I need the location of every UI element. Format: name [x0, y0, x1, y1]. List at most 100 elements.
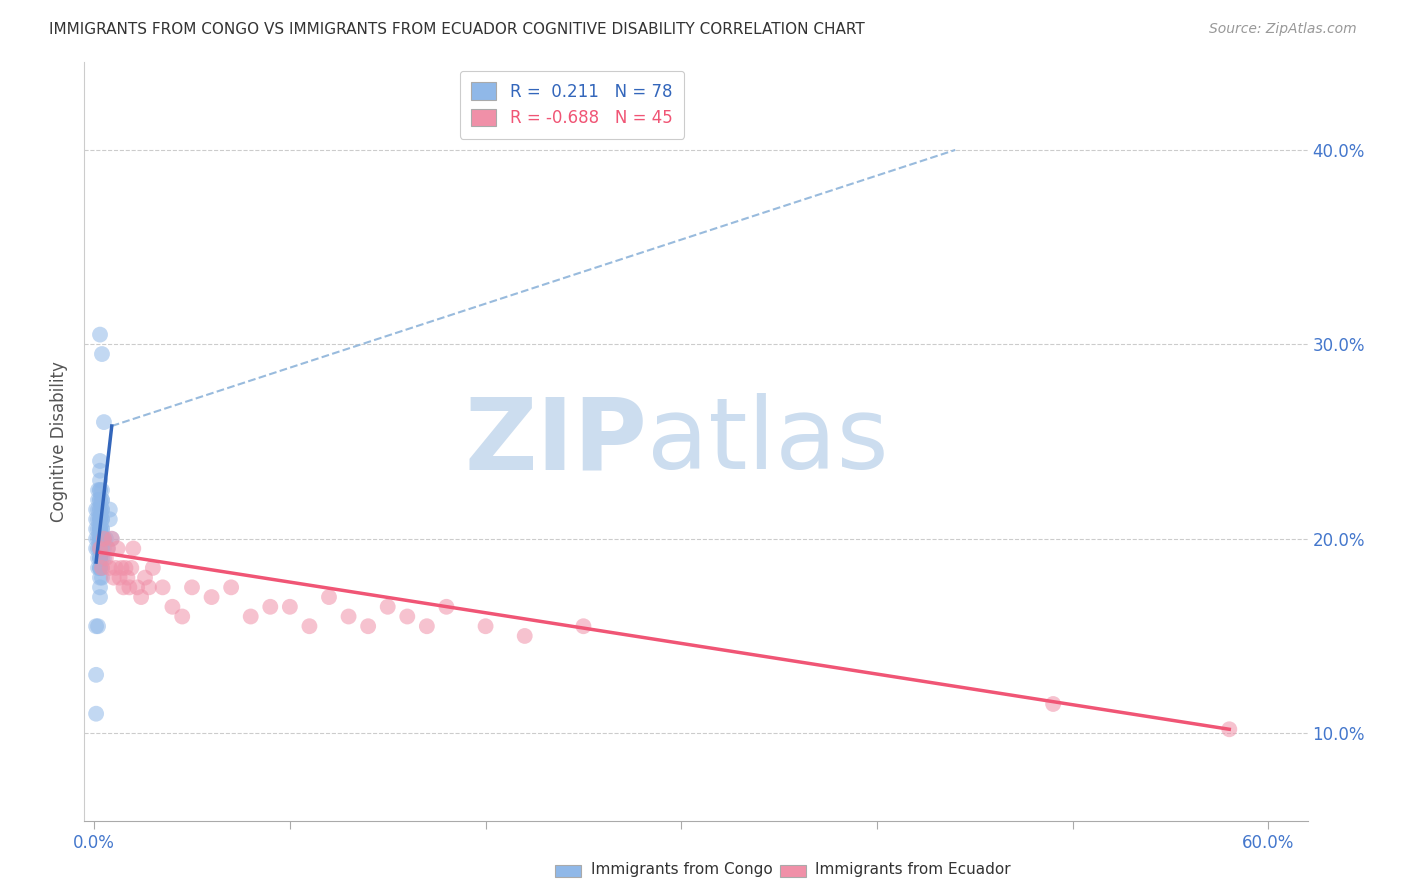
- Point: [87, 619, 110, 633]
- Point: [84, 706, 107, 721]
- Point: [84, 541, 107, 556]
- Point: [134, 571, 156, 585]
- Point: [89, 454, 111, 468]
- Point: [120, 561, 142, 575]
- Point: [89, 464, 111, 478]
- Point: [104, 561, 127, 575]
- Point: [117, 571, 139, 585]
- FancyBboxPatch shape: [780, 865, 806, 877]
- Point: [91, 483, 114, 497]
- Point: [219, 580, 242, 594]
- Point: [91, 502, 114, 516]
- Point: [87, 522, 110, 536]
- Text: IMMIGRANTS FROM CONGO VS IMMIGRANTS FROM ECUADOR COGNITIVE DISABILITY CORRELATIO: IMMIGRANTS FROM CONGO VS IMMIGRANTS FROM…: [49, 22, 865, 37]
- Point: [162, 599, 184, 614]
- Point: [114, 561, 136, 575]
- Point: [278, 599, 301, 614]
- Text: Source: ZipAtlas.com: Source: ZipAtlas.com: [1209, 22, 1357, 37]
- Point: [89, 502, 111, 516]
- Point: [259, 599, 281, 614]
- Point: [127, 580, 149, 594]
- Point: [91, 532, 114, 546]
- Point: [89, 561, 111, 575]
- Point: [97, 541, 120, 556]
- Point: [572, 619, 595, 633]
- Point: [89, 532, 111, 546]
- Point: [138, 580, 160, 594]
- Point: [513, 629, 536, 643]
- Point: [108, 571, 131, 585]
- Point: [89, 532, 111, 546]
- Point: [100, 532, 122, 546]
- Point: [98, 512, 121, 526]
- Point: [91, 512, 114, 526]
- Point: [89, 483, 111, 497]
- Point: [91, 502, 114, 516]
- Point: [89, 541, 111, 556]
- Point: [89, 580, 111, 594]
- Point: [89, 522, 111, 536]
- Point: [474, 619, 496, 633]
- Point: [200, 590, 222, 604]
- Point: [89, 327, 111, 342]
- Point: [94, 532, 117, 546]
- Point: [87, 551, 110, 566]
- Point: [89, 492, 111, 507]
- Point: [89, 522, 111, 536]
- Point: [100, 532, 122, 546]
- Point: [91, 551, 114, 566]
- Point: [1218, 723, 1240, 737]
- Point: [129, 590, 152, 604]
- Point: [93, 532, 115, 546]
- Point: [89, 551, 111, 566]
- FancyBboxPatch shape: [555, 865, 581, 877]
- Point: [91, 522, 114, 536]
- Point: [87, 532, 110, 546]
- Point: [107, 541, 129, 556]
- Point: [89, 551, 111, 566]
- Point: [436, 599, 458, 614]
- Point: [89, 571, 111, 585]
- Text: Immigrants from Ecuador: Immigrants from Ecuador: [815, 863, 1011, 877]
- Point: [298, 619, 321, 633]
- Point: [87, 492, 110, 507]
- Point: [89, 502, 111, 516]
- Point: [112, 580, 135, 594]
- Point: [357, 619, 380, 633]
- Point: [97, 541, 120, 556]
- Point: [89, 541, 111, 556]
- Point: [152, 580, 174, 594]
- Text: ZIP: ZIP: [464, 393, 647, 490]
- Point: [89, 512, 111, 526]
- Point: [89, 541, 111, 556]
- Point: [396, 609, 419, 624]
- Point: [87, 541, 110, 556]
- Point: [89, 512, 111, 526]
- Point: [337, 609, 360, 624]
- Point: [416, 619, 439, 633]
- Point: [84, 619, 107, 633]
- Point: [87, 483, 110, 497]
- Point: [93, 551, 115, 566]
- Point: [318, 590, 340, 604]
- Point: [98, 561, 121, 575]
- Point: [91, 492, 114, 507]
- Point: [84, 668, 107, 682]
- Point: [91, 522, 114, 536]
- Legend: R =  0.211   N = 78, R = -0.688   N = 45: R = 0.211 N = 78, R = -0.688 N = 45: [460, 70, 685, 139]
- Point: [87, 561, 110, 575]
- Point: [84, 532, 107, 546]
- Point: [89, 522, 111, 536]
- Point: [91, 561, 114, 575]
- Point: [89, 590, 111, 604]
- Point: [91, 561, 114, 575]
- Point: [89, 474, 111, 488]
- Point: [118, 580, 141, 594]
- Point: [89, 532, 111, 546]
- Point: [89, 541, 111, 556]
- Point: [89, 551, 111, 566]
- Point: [91, 347, 114, 361]
- Point: [1042, 697, 1064, 711]
- Point: [377, 599, 399, 614]
- Point: [87, 512, 110, 526]
